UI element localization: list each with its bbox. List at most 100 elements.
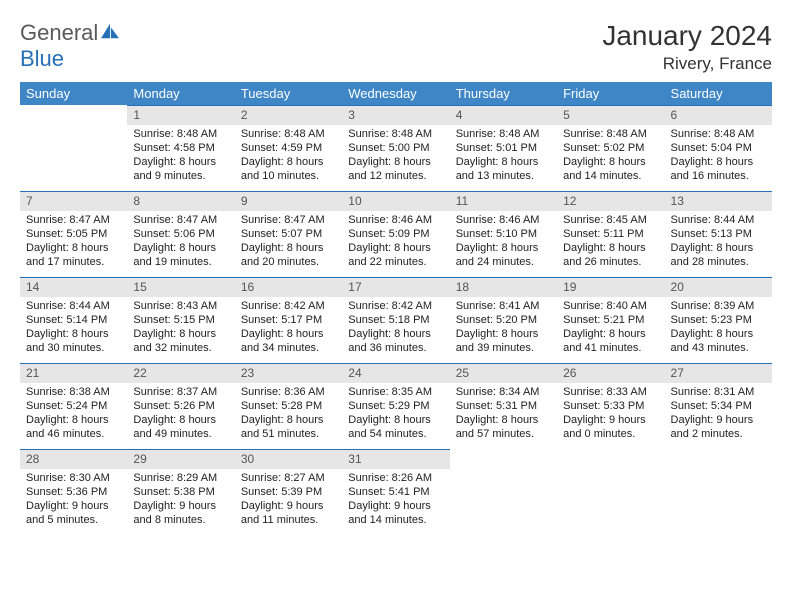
day-details: Sunrise: 8:42 AMSunset: 5:17 PMDaylight:… bbox=[235, 297, 342, 360]
day-detail-line: and 5 minutes. bbox=[26, 513, 121, 527]
day-detail-line: Sunset: 5:36 PM bbox=[26, 485, 121, 499]
day-detail-line: Daylight: 9 hours bbox=[133, 499, 228, 513]
day-detail-line: and 13 minutes. bbox=[456, 169, 551, 183]
logo-text-part2: Blue bbox=[20, 46, 64, 71]
calendar-row: 14Sunrise: 8:44 AMSunset: 5:14 PMDayligh… bbox=[20, 277, 772, 363]
day-detail-line: Daylight: 8 hours bbox=[133, 413, 228, 427]
day-detail-line: Sunset: 5:34 PM bbox=[671, 399, 766, 413]
weekday-header: Tuesday bbox=[235, 82, 342, 105]
calendar-cell: 3Sunrise: 8:48 AMSunset: 5:00 PMDaylight… bbox=[342, 105, 449, 191]
day-detail-line: Daylight: 9 hours bbox=[26, 499, 121, 513]
day-detail-line: and 22 minutes. bbox=[348, 255, 443, 269]
day-detail-line: Sunrise: 8:38 AM bbox=[26, 385, 121, 399]
calendar-cell: 31Sunrise: 8:26 AMSunset: 5:41 PMDayligh… bbox=[342, 449, 449, 532]
calendar-cell: 2Sunrise: 8:48 AMSunset: 4:59 PMDaylight… bbox=[235, 105, 342, 191]
day-detail-line: Daylight: 9 hours bbox=[348, 499, 443, 513]
day-detail-line: Sunset: 5:11 PM bbox=[563, 227, 658, 241]
calendar-cell: 10Sunrise: 8:46 AMSunset: 5:09 PMDayligh… bbox=[342, 191, 449, 277]
day-number: 17 bbox=[342, 277, 449, 297]
calendar-cell: 13Sunrise: 8:44 AMSunset: 5:13 PMDayligh… bbox=[665, 191, 772, 277]
day-detail-line: and 43 minutes. bbox=[671, 341, 766, 355]
day-details: Sunrise: 8:48 AMSunset: 5:04 PMDaylight:… bbox=[665, 125, 772, 188]
day-detail-line: Daylight: 9 hours bbox=[671, 413, 766, 427]
day-detail-line: Sunset: 5:28 PM bbox=[241, 399, 336, 413]
logo: General Blue bbox=[20, 20, 121, 72]
location: Rivery, France bbox=[602, 54, 772, 74]
day-detail-line: Daylight: 8 hours bbox=[348, 155, 443, 169]
calendar-cell: 14Sunrise: 8:44 AMSunset: 5:14 PMDayligh… bbox=[20, 277, 127, 363]
day-detail-line: and 20 minutes. bbox=[241, 255, 336, 269]
day-detail-line: Sunset: 5:09 PM bbox=[348, 227, 443, 241]
day-details: Sunrise: 8:41 AMSunset: 5:20 PMDaylight:… bbox=[450, 297, 557, 360]
day-detail-line: and 24 minutes. bbox=[456, 255, 551, 269]
calendar-cell: 1Sunrise: 8:48 AMSunset: 4:58 PMDaylight… bbox=[127, 105, 234, 191]
weekday-header: Wednesday bbox=[342, 82, 449, 105]
calendar-cell: 19Sunrise: 8:40 AMSunset: 5:21 PMDayligh… bbox=[557, 277, 664, 363]
day-number: 20 bbox=[665, 277, 772, 297]
calendar-cell: 22Sunrise: 8:37 AMSunset: 5:26 PMDayligh… bbox=[127, 363, 234, 449]
calendar-cell: 7Sunrise: 8:47 AMSunset: 5:05 PMDaylight… bbox=[20, 191, 127, 277]
day-number: 6 bbox=[665, 105, 772, 125]
day-detail-line: and 49 minutes. bbox=[133, 427, 228, 441]
day-detail-line: and 14 minutes. bbox=[348, 513, 443, 527]
calendar-cell bbox=[665, 449, 772, 532]
day-detail-line: Sunrise: 8:48 AM bbox=[563, 127, 658, 141]
day-number: 2 bbox=[235, 105, 342, 125]
calendar-cell: 4Sunrise: 8:48 AMSunset: 5:01 PMDaylight… bbox=[450, 105, 557, 191]
day-detail-line: Sunset: 5:33 PM bbox=[563, 399, 658, 413]
day-number: 4 bbox=[450, 105, 557, 125]
day-detail-line: Sunrise: 8:36 AM bbox=[241, 385, 336, 399]
day-number: 22 bbox=[127, 363, 234, 383]
day-details: Sunrise: 8:43 AMSunset: 5:15 PMDaylight:… bbox=[127, 297, 234, 360]
day-details: Sunrise: 8:48 AMSunset: 5:02 PMDaylight:… bbox=[557, 125, 664, 188]
day-details: Sunrise: 8:30 AMSunset: 5:36 PMDaylight:… bbox=[20, 469, 127, 532]
calendar-row: 1Sunrise: 8:48 AMSunset: 4:58 PMDaylight… bbox=[20, 105, 772, 191]
calendar-cell: 8Sunrise: 8:47 AMSunset: 5:06 PMDaylight… bbox=[127, 191, 234, 277]
calendar-cell: 12Sunrise: 8:45 AMSunset: 5:11 PMDayligh… bbox=[557, 191, 664, 277]
title-block: January 2024 Rivery, France bbox=[602, 20, 772, 74]
day-details: Sunrise: 8:39 AMSunset: 5:23 PMDaylight:… bbox=[665, 297, 772, 360]
weekday-header: Sunday bbox=[20, 82, 127, 105]
logo-sail-icon bbox=[99, 22, 121, 40]
day-details: Sunrise: 8:47 AMSunset: 5:05 PMDaylight:… bbox=[20, 211, 127, 274]
day-details: Sunrise: 8:31 AMSunset: 5:34 PMDaylight:… bbox=[665, 383, 772, 446]
day-details: Sunrise: 8:36 AMSunset: 5:28 PMDaylight:… bbox=[235, 383, 342, 446]
day-detail-line: Sunrise: 8:42 AM bbox=[348, 299, 443, 313]
day-detail-line: Sunrise: 8:48 AM bbox=[456, 127, 551, 141]
day-detail-line: Daylight: 8 hours bbox=[671, 327, 766, 341]
calendar-cell: 17Sunrise: 8:42 AMSunset: 5:18 PMDayligh… bbox=[342, 277, 449, 363]
calendar-cell bbox=[557, 449, 664, 532]
day-detail-line: Daylight: 9 hours bbox=[241, 499, 336, 513]
day-detail-line: Sunrise: 8:35 AM bbox=[348, 385, 443, 399]
day-detail-line: Sunrise: 8:44 AM bbox=[26, 299, 121, 313]
day-number: 25 bbox=[450, 363, 557, 383]
day-detail-line: Daylight: 8 hours bbox=[241, 327, 336, 341]
calendar-cell: 16Sunrise: 8:42 AMSunset: 5:17 PMDayligh… bbox=[235, 277, 342, 363]
day-detail-line: Daylight: 8 hours bbox=[456, 327, 551, 341]
day-details: Sunrise: 8:46 AMSunset: 5:10 PMDaylight:… bbox=[450, 211, 557, 274]
day-detail-line: Sunset: 5:39 PM bbox=[241, 485, 336, 499]
day-detail-line: Sunrise: 8:33 AM bbox=[563, 385, 658, 399]
calendar-cell: 23Sunrise: 8:36 AMSunset: 5:28 PMDayligh… bbox=[235, 363, 342, 449]
day-detail-line: and 36 minutes. bbox=[348, 341, 443, 355]
calendar-cell bbox=[450, 449, 557, 532]
calendar-row: 21Sunrise: 8:38 AMSunset: 5:24 PMDayligh… bbox=[20, 363, 772, 449]
day-detail-line: and 39 minutes. bbox=[456, 341, 551, 355]
day-detail-line: and 17 minutes. bbox=[26, 255, 121, 269]
day-detail-line: Daylight: 8 hours bbox=[456, 413, 551, 427]
day-detail-line: Sunrise: 8:26 AM bbox=[348, 471, 443, 485]
day-detail-line: Sunset: 5:26 PM bbox=[133, 399, 228, 413]
day-detail-line: Daylight: 8 hours bbox=[563, 241, 658, 255]
day-details: Sunrise: 8:38 AMSunset: 5:24 PMDaylight:… bbox=[20, 383, 127, 446]
day-detail-line: Sunrise: 8:48 AM bbox=[241, 127, 336, 141]
day-detail-line: and 16 minutes. bbox=[671, 169, 766, 183]
day-detail-line: Sunrise: 8:42 AM bbox=[241, 299, 336, 313]
day-detail-line: and 14 minutes. bbox=[563, 169, 658, 183]
day-detail-line: and 41 minutes. bbox=[563, 341, 658, 355]
day-number: 29 bbox=[127, 449, 234, 469]
day-detail-line: Sunset: 5:14 PM bbox=[26, 313, 121, 327]
day-details: Sunrise: 8:37 AMSunset: 5:26 PMDaylight:… bbox=[127, 383, 234, 446]
day-detail-line: Sunrise: 8:39 AM bbox=[671, 299, 766, 313]
day-detail-line: Sunrise: 8:47 AM bbox=[133, 213, 228, 227]
day-number: 8 bbox=[127, 191, 234, 211]
